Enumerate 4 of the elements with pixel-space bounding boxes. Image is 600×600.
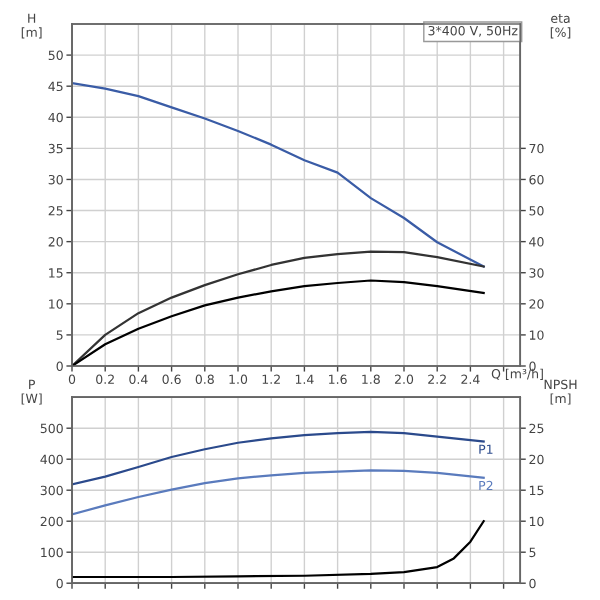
line-series: [72, 81, 485, 268]
line-series: [72, 520, 485, 579]
line-series: [72, 279, 485, 366]
line-series: [72, 250, 485, 366]
